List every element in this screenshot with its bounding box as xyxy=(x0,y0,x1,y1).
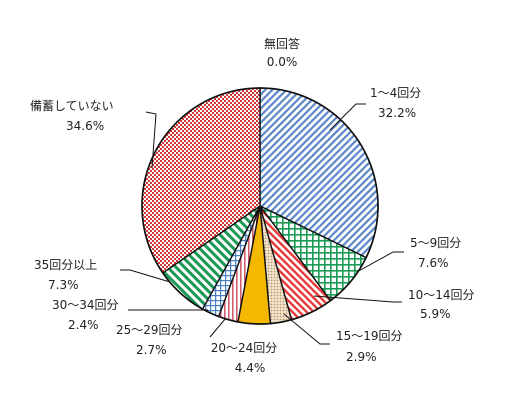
slice-label-1-4: 1～4回分 xyxy=(370,86,421,100)
slice-label-no-answer: 無回答 xyxy=(264,36,300,51)
slice-value-25-29: 2.7% xyxy=(136,343,167,357)
leader-15-19 xyxy=(283,313,330,345)
slice-label-group-25-29: 25～29回分 2.7% xyxy=(116,323,183,357)
slice-label-30-34: 30～34回分 xyxy=(52,298,119,312)
slice-label-group-15-19: 15～19回分 2.9% xyxy=(336,329,403,364)
leader-25-29 xyxy=(209,317,227,338)
slice-value-35plus: 7.3% xyxy=(48,278,79,292)
leader-35plus xyxy=(120,269,171,283)
slice-value-no-answer: 0.0% xyxy=(267,55,298,69)
slice-value-15-19: 2.9% xyxy=(346,350,377,364)
slice-label-group-35plus: 35回分以上 7.3% xyxy=(34,258,97,292)
pie-slices xyxy=(141,87,379,325)
slice-label-35plus: 35回分以上 xyxy=(34,258,97,272)
slice-value-10-14: 5.9% xyxy=(420,307,451,321)
slice-label-group-not-stocking: 備蓄していない 34.6% xyxy=(30,98,114,133)
slice-label-20-24: 20～24回分 xyxy=(211,341,278,355)
slice-label-group-10-14: 10～14回分 5.9% xyxy=(408,288,475,321)
slice-value-20-24: 4.4% xyxy=(235,361,266,375)
slice-label-15-19: 15～19回分 xyxy=(336,329,403,343)
slice-label-not-stocking: 備蓄していない xyxy=(30,98,114,113)
leader-lines xyxy=(120,103,404,345)
leader-10-14 xyxy=(313,295,402,303)
slice-label-group-30-34: 30～34回分 2.4% xyxy=(52,298,119,332)
leader-not-stocking xyxy=(145,111,157,169)
slice-value-5-9: 7.6% xyxy=(418,256,449,270)
leader-1-4 xyxy=(329,103,366,131)
slice-label-group-1-4: 1～4回分 32.2% xyxy=(370,86,421,120)
slice-value-1-4: 32.2% xyxy=(378,106,416,120)
slice-label-group-5-9: 5～9回分 7.6% xyxy=(410,236,461,270)
slice-value-not-stocking: 34.6% xyxy=(66,119,104,133)
slice-label-25-29: 25～29回分 xyxy=(116,323,183,337)
pie-outline xyxy=(141,87,379,325)
leader-5-9 xyxy=(356,251,404,273)
slice-label-group-no-answer: 無回答 0.0% xyxy=(264,36,300,69)
slice-label-group-20-24: 20～24回分 4.4% xyxy=(211,341,278,375)
slice-label-5-9: 5～9回分 xyxy=(410,236,461,250)
slice-value-30-34: 2.4% xyxy=(68,318,99,332)
slice-label-10-14: 10～14回分 xyxy=(408,288,475,302)
